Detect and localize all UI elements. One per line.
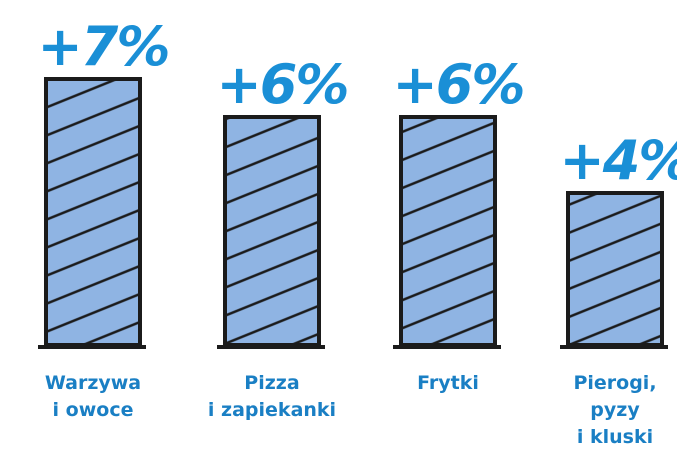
value-label: +7% (38, 15, 169, 78)
category-label: Pierogi, pyzy i kluski (573, 372, 657, 448)
value-label: +6% (217, 53, 348, 116)
bar (566, 191, 664, 347)
value-label: +6% (393, 53, 524, 116)
category-label: Frytki (417, 372, 479, 394)
value-label: +4% (560, 129, 677, 192)
category-label: Warzywa i owoce (44, 372, 142, 421)
bar (223, 115, 321, 347)
bar (44, 77, 142, 347)
bar (399, 115, 497, 347)
category-label: Pizza i zapiekanki (207, 372, 337, 421)
